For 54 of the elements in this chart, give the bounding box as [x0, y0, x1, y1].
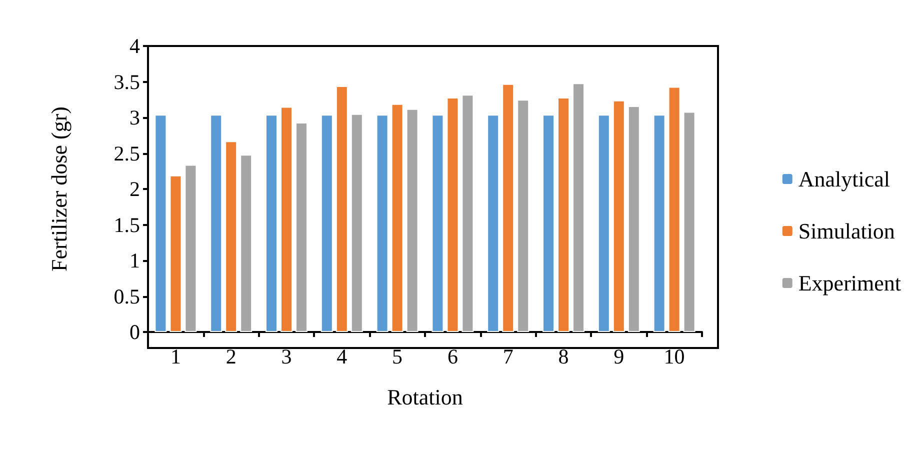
legend-label: Experiment [798, 270, 902, 296]
bar [280, 106, 292, 332]
bar [502, 84, 514, 332]
bar [572, 83, 584, 332]
bar [432, 114, 444, 332]
legend-label: Analytical [798, 166, 890, 192]
x-tick-label: 3 [281, 344, 292, 368]
x-tick-label: 9 [614, 344, 624, 368]
bar [376, 114, 388, 332]
bar [628, 106, 640, 332]
y-tick-label: 2.5 [114, 141, 140, 166]
bar [391, 104, 404, 332]
x-tick-label: 1 [170, 344, 181, 368]
bar [170, 175, 182, 332]
bar [406, 108, 418, 332]
bar [612, 100, 625, 332]
bar [542, 114, 554, 332]
bar [668, 86, 680, 332]
x-tick-label: 6 [447, 344, 458, 368]
y-tick-label: 0.5 [114, 284, 140, 308]
bar [350, 114, 363, 332]
y-tick-label: 1 [130, 248, 140, 272]
x-tick-label: 8 [558, 344, 569, 368]
y-tick-label: 3 [130, 106, 140, 130]
x-tick-label: 5 [392, 344, 403, 368]
bar [296, 122, 308, 332]
bar [462, 94, 474, 332]
bar [184, 164, 197, 332]
bar [598, 114, 610, 332]
x-tick-label: 7 [502, 344, 514, 368]
y-tick-label: 0 [130, 320, 140, 344]
bar [683, 112, 696, 332]
bar [487, 114, 500, 332]
bar [336, 86, 348, 332]
bar [210, 114, 222, 332]
bar [517, 100, 530, 332]
bar [320, 114, 333, 332]
bar [225, 141, 238, 332]
y-tick-label: 4 [130, 34, 140, 58]
x-tick-label: 4 [336, 344, 348, 368]
bar [266, 114, 278, 332]
bar [653, 114, 666, 332]
x-axis-title: Rotation [387, 384, 463, 410]
bar [240, 154, 252, 332]
y-tick-label: 3.5 [114, 70, 140, 94]
y-tick-label: 2 [130, 177, 140, 201]
bar [154, 114, 167, 332]
legend-label: Simulation [798, 218, 895, 244]
x-tick-label: 2 [226, 344, 236, 368]
y-axis-title: Fertilizer dose (gr) [46, 106, 72, 272]
x-tick-label: 10 [664, 344, 685, 368]
bar [446, 97, 459, 332]
bar [558, 97, 570, 332]
y-tick-label: 1.5 [114, 212, 140, 237]
